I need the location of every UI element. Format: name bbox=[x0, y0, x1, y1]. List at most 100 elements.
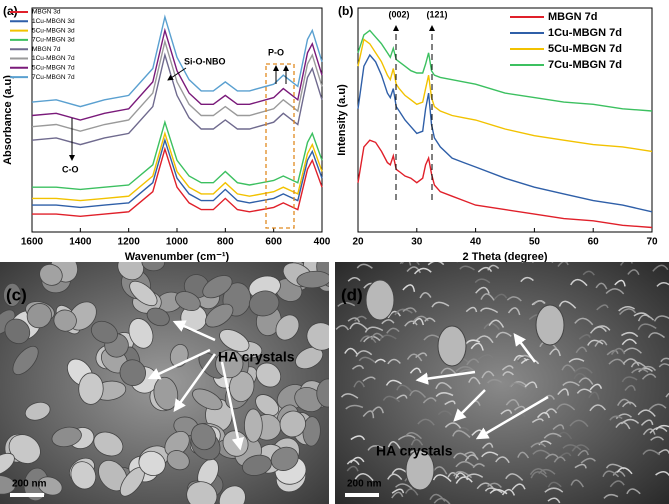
flake bbox=[557, 388, 569, 396]
series-line bbox=[32, 119, 323, 191]
series-line bbox=[32, 146, 323, 218]
flake bbox=[507, 307, 521, 316]
x-axis-label: Wavenumber (cm⁻¹) bbox=[125, 251, 230, 263]
flake bbox=[364, 326, 384, 333]
flake bbox=[344, 347, 358, 355]
legend-label: 7Cu-MBGN 3d bbox=[32, 37, 75, 44]
particle bbox=[93, 431, 124, 457]
flake bbox=[505, 473, 524, 481]
flake bbox=[382, 395, 401, 403]
particle bbox=[117, 262, 144, 281]
x-axis-label: 2 Theta (degree) bbox=[463, 251, 548, 263]
flake bbox=[623, 347, 642, 354]
flake bbox=[349, 322, 368, 330]
flake bbox=[359, 335, 377, 344]
flake bbox=[387, 358, 401, 365]
flake bbox=[481, 442, 494, 449]
particle bbox=[316, 378, 329, 408]
flake bbox=[362, 376, 376, 382]
flake bbox=[532, 449, 551, 456]
particle bbox=[24, 401, 51, 421]
particle bbox=[186, 481, 218, 504]
particle bbox=[255, 362, 282, 388]
flake bbox=[544, 487, 564, 493]
x-tick-label: 60 bbox=[588, 237, 600, 248]
flake bbox=[374, 358, 386, 364]
flake bbox=[556, 403, 576, 411]
flake bbox=[587, 339, 604, 346]
flake bbox=[455, 366, 475, 372]
flake bbox=[511, 483, 526, 491]
arrow bbox=[513, 332, 537, 363]
flake bbox=[481, 451, 499, 458]
flake bbox=[615, 421, 631, 430]
series-line bbox=[31, 14, 323, 108]
flake bbox=[410, 438, 424, 446]
flake bbox=[468, 376, 481, 385]
flake bbox=[356, 263, 373, 269]
flake bbox=[397, 434, 416, 441]
flake bbox=[509, 382, 527, 389]
flake bbox=[394, 308, 413, 316]
x-tick-label: 600 bbox=[265, 237, 282, 248]
particle bbox=[180, 304, 208, 332]
series-line bbox=[31, 38, 323, 132]
flake bbox=[615, 413, 632, 420]
flake bbox=[575, 346, 588, 354]
series-line bbox=[31, 27, 323, 121]
flake bbox=[417, 418, 435, 426]
x-tick-label: 30 bbox=[411, 237, 423, 248]
flake bbox=[589, 326, 607, 334]
flake bbox=[577, 449, 589, 457]
particle bbox=[218, 485, 246, 504]
flake bbox=[455, 460, 475, 468]
flake bbox=[355, 350, 373, 357]
annotation: (002) bbox=[388, 9, 409, 19]
y-axis-label: Intensity (a.u) bbox=[336, 84, 348, 156]
particle bbox=[242, 454, 272, 476]
flake bbox=[558, 300, 577, 309]
flake bbox=[350, 435, 366, 441]
particle bbox=[205, 303, 234, 328]
particle bbox=[26, 303, 52, 329]
legend-label: 7Cu-MBGN 7d bbox=[32, 74, 75, 81]
legend-label: MBGN 3d bbox=[32, 9, 61, 16]
flake bbox=[532, 300, 545, 306]
flake bbox=[406, 353, 423, 362]
flake bbox=[552, 424, 565, 431]
flake bbox=[570, 479, 585, 488]
flake bbox=[576, 388, 592, 394]
flake bbox=[656, 282, 669, 287]
flake bbox=[431, 301, 450, 308]
annotation: P-O bbox=[268, 47, 284, 57]
flake bbox=[642, 428, 656, 436]
particle bbox=[51, 426, 82, 448]
flake bbox=[372, 406, 384, 414]
flake bbox=[472, 463, 485, 469]
flake bbox=[616, 467, 633, 475]
flake bbox=[347, 317, 361, 323]
arrow bbox=[147, 348, 211, 380]
particle bbox=[229, 371, 255, 402]
flake bbox=[524, 381, 538, 389]
legend-label: 1Cu-MBGN 3d bbox=[32, 18, 75, 25]
flake bbox=[573, 372, 588, 380]
flake bbox=[381, 319, 395, 325]
flake bbox=[595, 282, 608, 290]
flake bbox=[624, 384, 636, 391]
flake bbox=[621, 331, 639, 338]
arrow bbox=[453, 389, 486, 422]
flake bbox=[530, 442, 547, 448]
flake bbox=[386, 327, 400, 334]
flake bbox=[395, 394, 408, 400]
flake bbox=[385, 379, 402, 386]
flake bbox=[621, 376, 638, 383]
flake bbox=[452, 429, 471, 438]
plot-frame bbox=[31, 7, 323, 233]
flake bbox=[637, 409, 656, 417]
flake bbox=[596, 304, 609, 311]
x-tick-label: 70 bbox=[646, 237, 658, 248]
flake bbox=[402, 307, 417, 313]
arrow bbox=[172, 320, 216, 342]
